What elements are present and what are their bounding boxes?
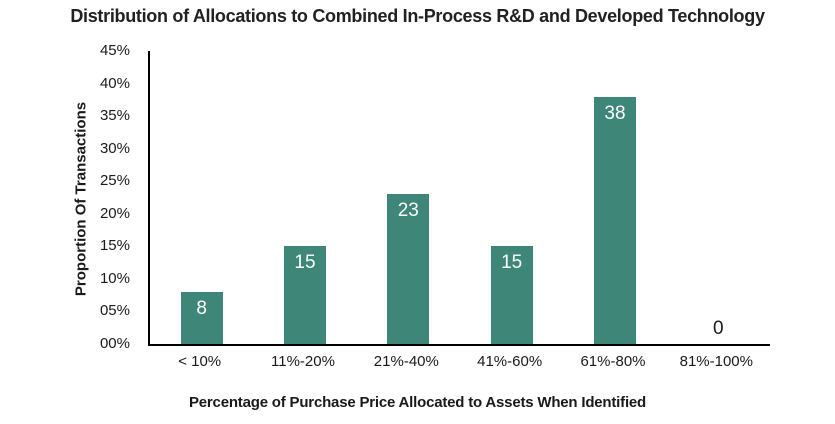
bar-slot: 0	[667, 51, 770, 344]
bar-slot: 38	[563, 51, 666, 344]
y-tick-label: 05%	[99, 302, 130, 320]
y-axis-tick-labels: 45% 40% 35% 30% 25% 20% 15% 10% 05% 00%	[0, 0, 130, 424]
x-category-label: < 10%	[178, 353, 222, 370]
bar: 8	[180, 291, 223, 344]
x-category-label: 11%-20%	[271, 353, 335, 370]
x-category-label: 21%-40%	[373, 353, 439, 370]
x-category-label: 41%-60%	[477, 353, 543, 370]
bar-value-label: 8	[196, 297, 207, 319]
chart-title: Distribution of Allocations to Combined …	[70, 6, 765, 26]
y-tick-label: 15%	[99, 237, 130, 255]
bar-value-label: 0	[713, 318, 724, 339]
y-tick-label: 30%	[99, 139, 130, 157]
bar-slot: 15	[460, 51, 563, 344]
bar: 23	[387, 194, 430, 344]
x-category-label: 61%-80%	[580, 353, 646, 370]
y-tick-label: 20%	[99, 204, 130, 222]
y-tick-label: 35%	[99, 107, 130, 125]
bar-slot: 8	[150, 51, 253, 344]
bar-slot: 15	[253, 51, 356, 344]
y-tick-label: 45%	[99, 42, 130, 59]
bar-value-label: 15	[294, 252, 316, 274]
bar-value-label: 23	[397, 200, 419, 222]
bar-value-label: 38	[604, 102, 626, 124]
y-tick-label: 25%	[99, 172, 130, 190]
y-tick-label: 40%	[99, 74, 130, 92]
plot-area: 8 15 23 15 38 0	[148, 51, 770, 346]
x-axis-category-labels: < 10% 11%-20% 21%-40% 41%-60% 61%-80% 81%-100…	[148, 353, 768, 370]
x-category-label: 81%-100%	[679, 353, 753, 370]
y-tick-label: 10%	[99, 269, 130, 287]
x-axis-title: Percentage of Purchase Price Allocated t…	[188, 394, 647, 411]
bar: 38	[593, 96, 636, 344]
y-tick-label: 00%	[99, 335, 130, 352]
bar-slot: 23	[357, 51, 460, 344]
bar: 15	[283, 246, 326, 344]
bar: 15	[490, 246, 533, 344]
bar-value-label: 15	[501, 252, 523, 274]
